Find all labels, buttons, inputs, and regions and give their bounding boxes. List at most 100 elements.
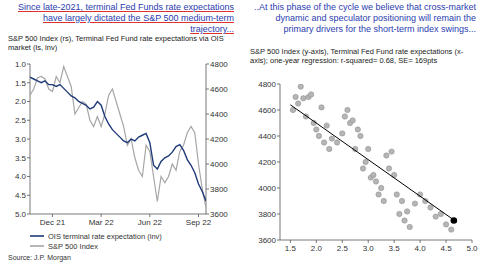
scatter-point — [394, 192, 399, 197]
y-tick-label: 3600 — [258, 236, 276, 245]
scatter-point — [298, 84, 303, 89]
y-tick — [27, 214, 30, 215]
y2-tick-label: 4800 — [210, 60, 228, 69]
scatter-point — [321, 140, 326, 145]
source-note: Source: J.P. Morgan — [8, 254, 71, 262]
y-tick — [27, 101, 30, 102]
scatter-point — [412, 201, 417, 206]
scatter-point — [355, 127, 360, 132]
y-tick-label: 1.0 — [15, 60, 27, 69]
x-tick-label: 4.5 — [440, 244, 452, 253]
y-tick-label: 4.0 — [15, 172, 27, 181]
plot-area — [290, 84, 457, 232]
x-tick — [368, 240, 369, 243]
y-tick — [27, 195, 30, 196]
scatter-point — [363, 159, 368, 164]
panel: 36003800400042004400460048001.52.02.53.0… — [258, 80, 478, 253]
scatter-point — [358, 133, 363, 138]
y-tick — [27, 139, 30, 140]
y-tick — [27, 64, 30, 65]
y-tick — [27, 120, 30, 121]
scatter-point — [397, 211, 402, 216]
y-tick — [277, 162, 280, 163]
y2-tick — [206, 164, 209, 165]
legend-swatch — [30, 235, 44, 237]
series-line — [30, 77, 206, 201]
scatter-point — [319, 105, 324, 110]
y-tick — [277, 110, 280, 111]
y2-tick-label: 4400 — [210, 110, 228, 119]
scatter-point — [373, 179, 378, 184]
y-tick-label: 4400 — [258, 132, 276, 141]
x-tick — [149, 214, 150, 217]
scatter-point — [350, 118, 355, 123]
scatter-point — [376, 192, 381, 197]
x-tick-label: 3.0 — [363, 244, 375, 253]
x-tick — [290, 240, 291, 243]
scatter-point — [316, 133, 321, 138]
scatter-point — [402, 218, 407, 223]
y2-tick-label: 4200 — [210, 135, 228, 144]
y-tick — [27, 82, 30, 83]
y-tick — [277, 84, 280, 85]
scatter-point — [308, 92, 313, 97]
x-tick — [420, 240, 421, 243]
y2-tick-label: 3600 — [210, 210, 228, 219]
y2-tick — [206, 189, 209, 190]
y2-tick — [206, 64, 209, 65]
y2-tick — [206, 89, 209, 90]
panel: 1.01.52.02.53.03.54.04.55.03600380040004… — [8, 60, 228, 262]
x-tick — [52, 214, 53, 217]
scatter-point — [293, 94, 298, 99]
scatter-point — [428, 205, 433, 210]
x-tick — [101, 214, 102, 217]
scatter-point — [360, 166, 365, 171]
y-tick-label: 4000 — [258, 184, 276, 193]
scatter-point — [340, 131, 345, 136]
legend: OIS terminal rate expectation (inv)S&P 5… — [30, 232, 162, 251]
x-tick-label: 2.5 — [337, 244, 349, 253]
y2-tick-label: 4000 — [210, 160, 228, 169]
scatter-point — [327, 146, 332, 151]
y-tick-label: 2.0 — [15, 97, 27, 106]
scatter-point — [389, 149, 394, 154]
x-tick — [472, 240, 473, 243]
y-tick — [277, 214, 280, 215]
headline: Since late-2021, terminal Fed Funds rate… — [8, 2, 234, 35]
y2-tick — [206, 114, 209, 115]
legend-label: OIS terminal rate expectation (inv) — [48, 232, 162, 241]
y2-tick-label: 3800 — [210, 185, 228, 194]
y-tick-label: 5.0 — [15, 210, 27, 219]
scatter-point — [371, 172, 376, 177]
scatter-point — [301, 96, 306, 101]
y-tick-label: 3800 — [258, 210, 276, 219]
scatter-point — [407, 224, 412, 229]
headline: ..At this phase of the cycle we believe … — [250, 2, 476, 35]
y-tick-label: 2.5 — [15, 116, 27, 125]
scatter-point — [378, 185, 383, 190]
scatter-point — [443, 222, 448, 227]
scatter-point — [381, 198, 386, 203]
scatter-point — [314, 127, 319, 132]
y-tick-label: 1.5 — [15, 79, 27, 88]
x-tick-label: Sep 22 — [186, 218, 212, 227]
x-tick-label: 4.0 — [415, 244, 427, 253]
scatter-point — [399, 198, 404, 203]
x-tick-label: 2.0 — [311, 244, 323, 253]
scatter-point — [334, 140, 339, 145]
y-tick-label: 3.5 — [15, 154, 27, 163]
subtitle: S&P 500 Index (y-axis), Terminal Fed Fun… — [250, 47, 478, 65]
x-tick-label: 3.5 — [389, 244, 401, 253]
y2-tick-label: 4600 — [210, 85, 228, 94]
x-axis-line — [30, 214, 206, 215]
plot-area — [30, 67, 206, 208]
y-tick-label: 4800 — [258, 80, 276, 89]
x-axis-line — [280, 240, 472, 241]
x-tick — [198, 214, 199, 217]
y-tick — [27, 176, 30, 177]
y-tick — [277, 136, 280, 137]
x-tick-label: 1.5 — [285, 244, 297, 253]
x-tick-label: 5.0 — [466, 244, 478, 253]
scatter-point — [295, 101, 300, 106]
y-tick-label: 3.0 — [15, 135, 27, 144]
